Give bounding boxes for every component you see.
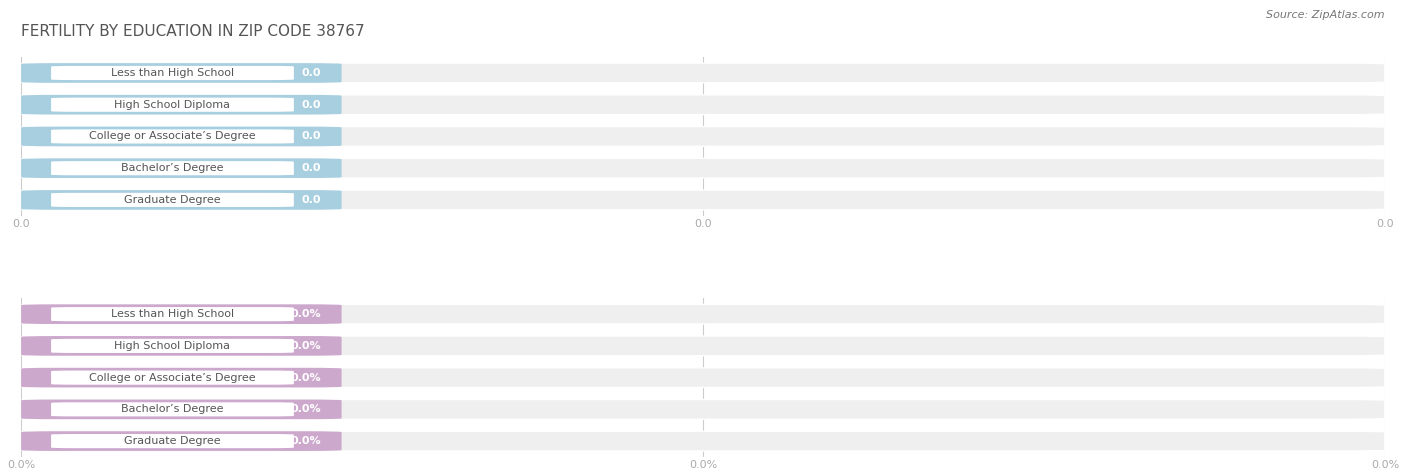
- Text: 0.0: 0.0: [302, 131, 321, 141]
- Text: 0.0%: 0.0%: [291, 309, 321, 319]
- FancyBboxPatch shape: [21, 190, 342, 210]
- Text: 0.0: 0.0: [302, 195, 321, 205]
- FancyBboxPatch shape: [51, 161, 294, 175]
- FancyBboxPatch shape: [51, 66, 294, 80]
- FancyBboxPatch shape: [21, 304, 1385, 324]
- FancyBboxPatch shape: [21, 368, 342, 387]
- FancyBboxPatch shape: [21, 431, 342, 451]
- Text: 0.0: 0.0: [302, 68, 321, 78]
- FancyBboxPatch shape: [51, 434, 294, 448]
- Text: Bachelor’s Degree: Bachelor’s Degree: [121, 163, 224, 173]
- FancyBboxPatch shape: [21, 399, 1385, 419]
- Text: Less than High School: Less than High School: [111, 68, 233, 78]
- FancyBboxPatch shape: [21, 63, 342, 83]
- Text: 0.0%: 0.0%: [291, 436, 321, 446]
- Text: High School Diploma: High School Diploma: [114, 99, 231, 110]
- FancyBboxPatch shape: [51, 370, 294, 385]
- Text: Source: ZipAtlas.com: Source: ZipAtlas.com: [1267, 10, 1385, 20]
- FancyBboxPatch shape: [51, 402, 294, 416]
- FancyBboxPatch shape: [21, 336, 1385, 356]
- FancyBboxPatch shape: [21, 159, 1385, 178]
- Text: Less than High School: Less than High School: [111, 309, 233, 319]
- Text: 0.0%: 0.0%: [291, 341, 321, 351]
- FancyBboxPatch shape: [21, 336, 342, 356]
- Text: 0.0%: 0.0%: [291, 404, 321, 415]
- FancyBboxPatch shape: [51, 129, 294, 144]
- Text: College or Associate’s Degree: College or Associate’s Degree: [89, 373, 256, 383]
- Text: 0.0: 0.0: [302, 163, 321, 173]
- FancyBboxPatch shape: [21, 127, 1385, 146]
- FancyBboxPatch shape: [51, 307, 294, 321]
- Text: High School Diploma: High School Diploma: [114, 341, 231, 351]
- Text: Graduate Degree: Graduate Degree: [124, 436, 221, 446]
- Text: Graduate Degree: Graduate Degree: [124, 195, 221, 205]
- Text: Bachelor’s Degree: Bachelor’s Degree: [121, 404, 224, 415]
- Text: FERTILITY BY EDUCATION IN ZIP CODE 38767: FERTILITY BY EDUCATION IN ZIP CODE 38767: [21, 24, 364, 39]
- FancyBboxPatch shape: [51, 98, 294, 112]
- Text: 0.0%: 0.0%: [291, 373, 321, 383]
- FancyBboxPatch shape: [21, 431, 1385, 451]
- FancyBboxPatch shape: [51, 193, 294, 207]
- Text: College or Associate’s Degree: College or Associate’s Degree: [89, 131, 256, 141]
- FancyBboxPatch shape: [21, 159, 342, 178]
- FancyBboxPatch shape: [21, 368, 1385, 387]
- FancyBboxPatch shape: [21, 95, 1385, 115]
- FancyBboxPatch shape: [21, 95, 342, 115]
- FancyBboxPatch shape: [21, 399, 342, 419]
- FancyBboxPatch shape: [21, 190, 1385, 210]
- Text: 0.0: 0.0: [302, 99, 321, 110]
- FancyBboxPatch shape: [51, 339, 294, 353]
- FancyBboxPatch shape: [21, 63, 1385, 83]
- FancyBboxPatch shape: [21, 127, 342, 146]
- FancyBboxPatch shape: [21, 304, 342, 324]
